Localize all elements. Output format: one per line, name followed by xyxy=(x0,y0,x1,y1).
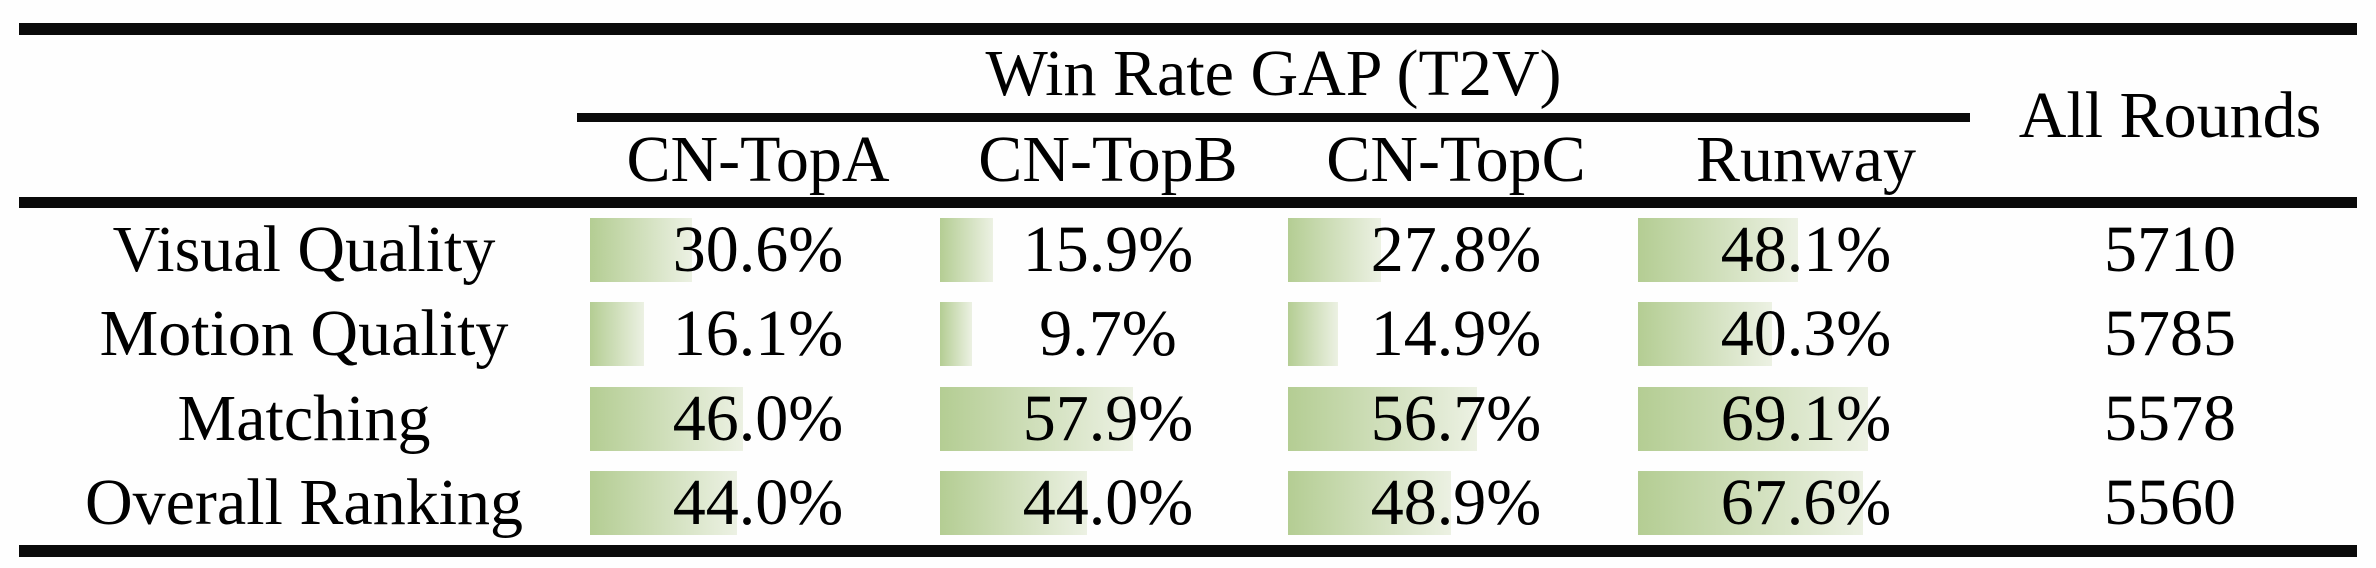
win-rate-bar xyxy=(940,302,972,366)
table-row-matching: Matching 46.0% 57.9% 56.7% 69.1% 5578 xyxy=(0,377,2376,461)
win-rate-value: 48.1% xyxy=(1720,213,1892,286)
header-bottom-rule xyxy=(19,197,2357,208)
win-rate-bar xyxy=(1288,218,1381,282)
win-rate-value: 27.8% xyxy=(1370,213,1542,286)
data-cell: 69.1% xyxy=(1638,377,1974,461)
table-row-motion-quality: Motion Quality 16.1% 9.7% 14.9% 40.3% 57… xyxy=(0,292,2376,376)
win-rate-bar xyxy=(940,387,1133,451)
win-rate-bar xyxy=(590,471,737,535)
win-rate-bar xyxy=(940,471,1087,535)
win-rate-value: 44.0% xyxy=(1022,466,1194,539)
row-label: Visual Quality xyxy=(112,213,496,286)
table-row-overall-ranking: Overall Ranking 44.0% 44.0% 48.9% 67.6% … xyxy=(0,461,2376,545)
win-rate-value: 40.3% xyxy=(1720,297,1892,370)
win-rate-value: 48.9% xyxy=(1370,466,1542,539)
win-rate-value: 46.0% xyxy=(672,382,844,455)
win-rate-value: 67.6% xyxy=(1720,466,1892,539)
win-rate-bar xyxy=(1638,302,1772,366)
data-cell: 15.9% xyxy=(940,208,1276,292)
win-rate-value: 69.1% xyxy=(1720,382,1892,455)
win-rate-bar xyxy=(590,218,692,282)
row-label: Matching xyxy=(177,382,431,455)
data-cell: 67.6% xyxy=(1638,461,1974,545)
win-rate-bar xyxy=(1638,218,1798,282)
win-rate-value: 57.9% xyxy=(1022,382,1194,455)
win-rate-bar xyxy=(1638,471,1863,535)
data-cell: 40.3% xyxy=(1638,292,1974,376)
win-rate-value: 30.6% xyxy=(672,213,844,286)
data-cell: 46.0% xyxy=(590,377,926,461)
win-rate-bar xyxy=(590,387,743,451)
win-rate-value: 9.7% xyxy=(1039,297,1177,370)
win-rate-value: 56.7% xyxy=(1370,382,1542,455)
data-cell: 16.1% xyxy=(590,292,926,376)
column-header-runway: Runway xyxy=(1696,122,1916,196)
data-cell: 44.0% xyxy=(940,461,1276,545)
data-cell: 56.7% xyxy=(1288,377,1624,461)
all-rounds-value: 5785 xyxy=(2104,297,2236,370)
all-rounds-value: 5578 xyxy=(2104,382,2236,455)
group-header-rule xyxy=(577,113,1970,122)
data-cell: 48.1% xyxy=(1638,208,1974,292)
column-header-cn-topc: CN-TopC xyxy=(1326,122,1586,196)
row-label: Overall Ranking xyxy=(84,466,524,539)
all-rounds-value: 5560 xyxy=(2104,466,2236,539)
data-cell: 48.9% xyxy=(1288,461,1624,545)
win-rate-bar xyxy=(590,302,644,366)
data-cell: 30.6% xyxy=(590,208,926,292)
win-rate-value: 14.9% xyxy=(1370,297,1542,370)
data-cell: 27.8% xyxy=(1288,208,1624,292)
win-rate-value: 16.1% xyxy=(672,297,844,370)
win-rate-value: 44.0% xyxy=(672,466,844,539)
group-header-title: Win Rate GAP (T2V) xyxy=(985,37,1562,110)
table-top-rule xyxy=(19,23,2357,35)
row-label: Motion Quality xyxy=(99,297,509,370)
table-bottom-rule xyxy=(19,545,2357,557)
column-header-cn-topa: CN-TopA xyxy=(626,122,890,196)
data-cell: 44.0% xyxy=(590,461,926,545)
win-rate-value: 15.9% xyxy=(1022,213,1194,286)
table-row-visual-quality: Visual Quality 30.6% 15.9% 27.8% 48.1% 5… xyxy=(0,208,2376,292)
data-cell: 9.7% xyxy=(940,292,1276,376)
column-header-cn-topb: CN-TopB xyxy=(978,122,1238,196)
column-header-all-rounds: All Rounds xyxy=(2018,79,2322,152)
win-rate-bar xyxy=(940,218,993,282)
win-rate-bar xyxy=(1638,387,1868,451)
win-rate-bar xyxy=(1288,387,1477,451)
data-cell: 57.9% xyxy=(940,377,1276,461)
all-rounds-value: 5710 xyxy=(2104,213,2236,286)
win-rate-bar xyxy=(1288,302,1338,366)
data-cell: 14.9% xyxy=(1288,292,1624,376)
win-rate-bar xyxy=(1288,471,1451,535)
